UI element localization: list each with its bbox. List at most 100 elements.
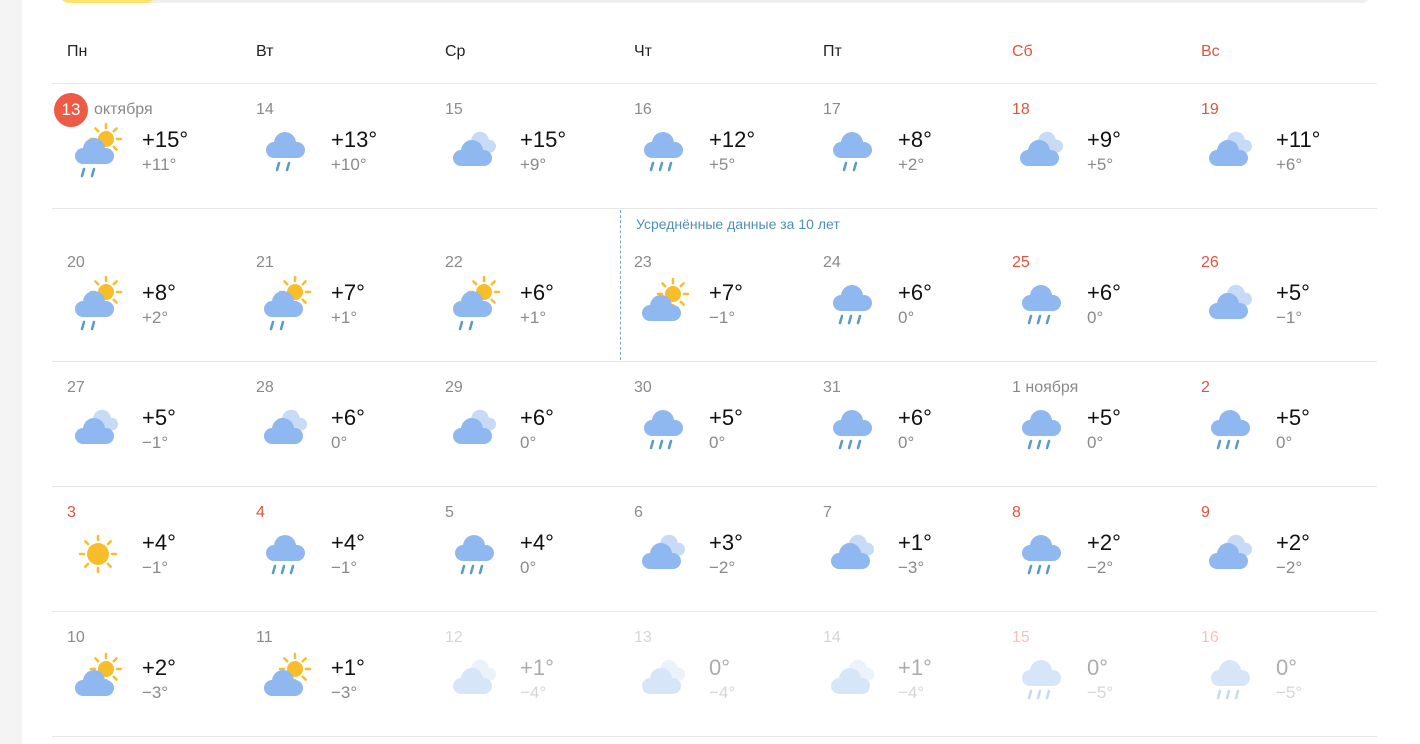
day-number: 29 bbox=[445, 379, 463, 396]
day-cell[interactable]: 23 +7° −1° bbox=[619, 236, 808, 361]
row-divider bbox=[52, 361, 1377, 362]
day-cell[interactable]: 29 +6° 0° bbox=[430, 361, 619, 486]
day-cell[interactable]: 15 +15° +9° bbox=[430, 83, 619, 208]
temp-day: 0° bbox=[1087, 655, 1109, 680]
date: 29 bbox=[445, 379, 463, 397]
day-cell[interactable]: 8 +2° −2° bbox=[997, 486, 1186, 611]
day-number: 14 bbox=[823, 629, 841, 646]
day-cell[interactable]: 1 ноября +5° 0° bbox=[997, 361, 1186, 486]
temp-night: −5° bbox=[1276, 683, 1303, 702]
day-cell[interactable]: 2 +5° 0° bbox=[1186, 361, 1375, 486]
day-cell[interactable]: 3 +4° −1° bbox=[52, 486, 241, 611]
partly-cloudy-icon bbox=[257, 649, 317, 709]
temp-day: +6° bbox=[520, 280, 554, 305]
cloudy-icon bbox=[1202, 274, 1262, 334]
day-cell[interactable]: 17 +8° +2° bbox=[808, 83, 997, 208]
cloudy-icon bbox=[824, 649, 884, 709]
day-cell[interactable]: 12 +1° −4° bbox=[430, 611, 619, 736]
temp-night: +10° bbox=[331, 155, 367, 174]
date: 27 bbox=[67, 379, 85, 397]
date: 31 bbox=[823, 379, 841, 397]
day-cell[interactable]: 7 +1° −3° bbox=[808, 486, 997, 611]
row-divider bbox=[52, 611, 1377, 612]
day-cell[interactable]: 16 0° −5° bbox=[1186, 611, 1375, 736]
weekday-header: Пт bbox=[823, 43, 842, 60]
temp-day: +11° bbox=[1276, 127, 1321, 152]
date: 2 bbox=[1201, 379, 1210, 397]
weekday-header: Вс bbox=[1201, 43, 1220, 60]
date: 6 bbox=[634, 504, 643, 522]
month-label: октября bbox=[94, 101, 153, 118]
temp-night: −4° bbox=[520, 683, 547, 702]
temp-day: +7° bbox=[331, 280, 365, 305]
day-cell[interactable]: 31 +6° 0° bbox=[808, 361, 997, 486]
day-number: 16 bbox=[1201, 629, 1219, 646]
day-cell[interactable]: 22 +6° +1° bbox=[430, 236, 619, 361]
day-cell[interactable]: 20 +8° +2° bbox=[52, 236, 241, 361]
day-cell[interactable]: 30 +5° 0° bbox=[619, 361, 808, 486]
temp-day: +2° bbox=[1087, 530, 1121, 555]
date: 21 bbox=[256, 254, 274, 272]
weekday-header: Чт bbox=[634, 43, 652, 60]
day-cell[interactable]: 5 +4° 0° bbox=[430, 486, 619, 611]
day-cell[interactable]: 6 +3° −2° bbox=[619, 486, 808, 611]
date: 13 bbox=[634, 629, 652, 647]
temp-day: +6° bbox=[1087, 280, 1121, 305]
day-cell[interactable]: 14 +13° +10° bbox=[241, 83, 430, 208]
date: 26 bbox=[1201, 254, 1219, 272]
day-number: 23 bbox=[634, 254, 652, 271]
day-cell[interactable]: 13 0° −4° bbox=[619, 611, 808, 736]
day-number: 4 bbox=[256, 504, 265, 521]
temp-night: −1° bbox=[331, 558, 358, 577]
row-divider bbox=[52, 486, 1377, 487]
day-cell[interactable]: 28 +6° 0° bbox=[241, 361, 430, 486]
day-cell[interactable]: 16 +12° +5° bbox=[619, 83, 808, 208]
temp-day: +12° bbox=[709, 127, 756, 152]
day-cell[interactable]: 25 +6° 0° bbox=[997, 236, 1186, 361]
day-cell[interactable]: 10 +2° −3° bbox=[52, 611, 241, 736]
temp-day: 0° bbox=[1276, 655, 1298, 680]
date: 30 bbox=[634, 379, 652, 397]
cloudy-icon bbox=[1202, 524, 1262, 584]
day-cell[interactable]: 13 октября +15° +11° bbox=[52, 83, 241, 208]
date: 8 bbox=[1012, 504, 1021, 522]
date: 5 bbox=[445, 504, 454, 522]
date: 16 bbox=[1201, 629, 1219, 647]
day-number: 7 bbox=[823, 504, 832, 521]
day-cell[interactable]: 24 +6° 0° bbox=[808, 236, 997, 361]
day-cell[interactable]: 26 +5° −1° bbox=[1186, 236, 1375, 361]
rain-light-icon bbox=[824, 121, 884, 181]
temp-day: +5° bbox=[1276, 405, 1310, 430]
day-cell[interactable]: 21 +7° +1° bbox=[241, 236, 430, 361]
day-cell[interactable]: 19 +11° +6° bbox=[1186, 83, 1375, 208]
day-cell[interactable]: 14 +1° −4° bbox=[808, 611, 997, 736]
cloudy-icon bbox=[1202, 121, 1262, 181]
date: 17 bbox=[823, 101, 841, 119]
temp-night: +1° bbox=[331, 308, 358, 327]
cloudy-icon bbox=[68, 399, 128, 459]
temp-night: −2° bbox=[709, 558, 736, 577]
day-cell[interactable]: 9 +2° −2° bbox=[1186, 486, 1375, 611]
date: 16 bbox=[634, 101, 652, 119]
day-cell[interactable]: 27 +5° −1° bbox=[52, 361, 241, 486]
day-cell[interactable]: 11 +1° −3° bbox=[241, 611, 430, 736]
temp-night: −2° bbox=[1087, 558, 1114, 577]
partly-sunny-rain-icon bbox=[68, 274, 128, 334]
day-number: 14 bbox=[256, 101, 274, 118]
temp-night: −5° bbox=[1087, 683, 1114, 702]
partly-sunny-rain-icon bbox=[446, 274, 506, 334]
day-cell[interactable]: 15 0° −5° bbox=[997, 611, 1186, 736]
date: 19 bbox=[1201, 101, 1219, 119]
day-cell[interactable]: 4 +4° −1° bbox=[241, 486, 430, 611]
active-tab[interactable] bbox=[60, 0, 156, 3]
cloudy-icon bbox=[446, 649, 506, 709]
temp-day: +7° bbox=[709, 280, 743, 305]
date: 15 bbox=[445, 101, 463, 119]
date: 7 bbox=[823, 504, 832, 522]
temp-day: +6° bbox=[520, 405, 554, 430]
day-number: 26 bbox=[1201, 254, 1219, 271]
day-number: 30 bbox=[634, 379, 652, 396]
date: 10 bbox=[67, 629, 85, 647]
rain-icon bbox=[1202, 399, 1262, 459]
day-cell[interactable]: 18 +9° +5° bbox=[997, 83, 1186, 208]
